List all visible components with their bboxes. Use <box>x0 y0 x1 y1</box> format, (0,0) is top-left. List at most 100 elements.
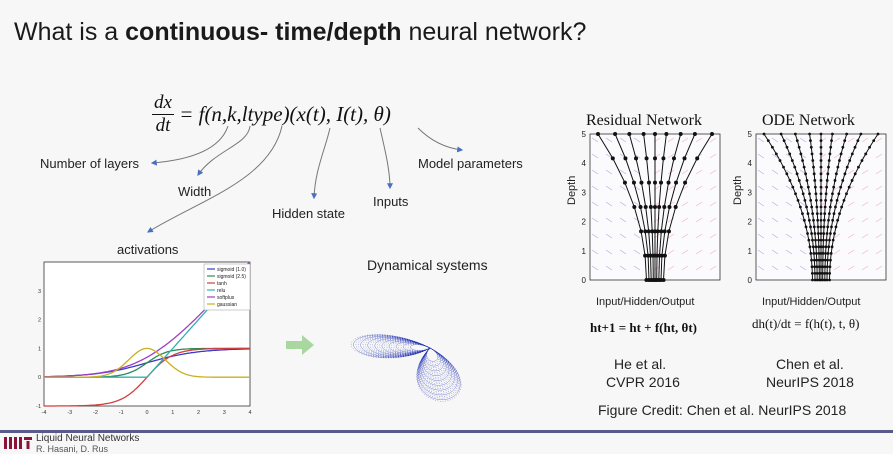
vector-field-arrow <box>785 265 793 271</box>
trajectory-point <box>853 145 857 149</box>
trajectory-point <box>822 225 826 229</box>
trajectory-point <box>829 252 833 255</box>
ode-network-plot: 0 1 2 3 4 5 <box>748 130 887 285</box>
trajectory-point <box>804 225 808 229</box>
figure-credit: Figure Credit: Chen et al. NeurIPS 2018 <box>598 402 847 418</box>
vector-field-arrow <box>785 201 793 207</box>
trajectory-point <box>799 185 803 189</box>
label-dynamical-systems: Dynamical systems <box>367 257 488 273</box>
vector-field-arrow <box>681 137 689 143</box>
trajectory-point <box>650 229 655 234</box>
trajectory-point <box>710 132 714 136</box>
vector-field-arrow <box>619 233 627 239</box>
y-tick-label: 5 <box>748 130 753 139</box>
trajectory-point <box>610 156 615 161</box>
vector-field-arrow <box>757 217 765 223</box>
trajectory-point <box>819 165 823 169</box>
trajectory-point <box>847 185 851 189</box>
trajectory-point <box>814 192 818 196</box>
residual-formula: ht+1 = ht + f(ht, θt) <box>590 320 698 335</box>
vector-field-arrow <box>785 169 793 175</box>
y-tick-label: 4 <box>582 159 587 168</box>
vector-field-arrow <box>709 265 717 271</box>
trajectory-point <box>816 218 820 222</box>
trajectory-point <box>833 179 837 182</box>
trajectory-point <box>682 156 687 161</box>
trajectory-point <box>797 179 801 182</box>
trajectory-point <box>826 172 830 176</box>
trajectory-point <box>845 165 849 169</box>
trajectory-point <box>641 132 646 136</box>
vector-field-arrow <box>695 217 703 223</box>
residual-network-plot: 0 1 2 3 4 5 <box>582 130 721 285</box>
vector-field-arrow <box>633 217 641 223</box>
vector-field-arrow <box>709 185 717 191</box>
vector-field-arrow <box>757 233 765 239</box>
trajectory-point <box>819 132 823 136</box>
trajectory-point <box>622 180 627 185</box>
trajectory-point <box>838 212 841 216</box>
trajectory-point <box>794 192 797 196</box>
vector-field-arrow <box>847 185 855 191</box>
trajectory-point <box>825 185 829 189</box>
vector-field-arrow <box>771 265 779 271</box>
trajectory-point <box>771 145 774 149</box>
trajectory-point <box>678 132 683 136</box>
y-tick-label: 0 <box>582 276 587 285</box>
trajectory-point <box>815 212 819 216</box>
trajectory-point <box>815 265 819 269</box>
vector-field-arrow <box>847 265 855 271</box>
vector-field-arrow <box>799 265 807 271</box>
vector-field-arrow <box>591 201 599 207</box>
vector-field-arrow <box>833 233 841 239</box>
slide-title: What is a continuous- time/depth neural … <box>14 18 586 47</box>
x-tick-label: -4 <box>42 410 47 416</box>
trajectory-point <box>807 218 811 222</box>
vector-field-arrow <box>847 217 855 223</box>
vector-field-arrow <box>757 265 765 271</box>
vector-field-arrow <box>605 249 613 255</box>
vector-field-arrow <box>619 265 627 271</box>
trajectory-point <box>830 139 833 143</box>
trajectory-point <box>831 132 834 136</box>
trajectory-point <box>828 278 831 282</box>
trajectory-point <box>809 145 813 149</box>
trajectory-point <box>643 205 648 209</box>
ode-title: ODE Network <box>762 112 855 129</box>
trajectory-point <box>766 139 770 143</box>
trajectory-point <box>799 152 803 156</box>
trajectory-point <box>828 205 832 209</box>
vector-field-arrow <box>619 201 627 207</box>
x-tick-label: 4 <box>248 410 251 416</box>
trajectory-point <box>653 132 657 136</box>
trajectory-point <box>836 165 840 169</box>
trajectory-point <box>819 139 823 143</box>
vector-field-arrow <box>861 169 869 175</box>
trajectory-point <box>653 156 657 161</box>
vector-field-arrow <box>605 233 613 239</box>
trajectory-point <box>842 198 846 202</box>
vector-field-arrow <box>591 153 599 159</box>
trajectory-point <box>812 225 816 229</box>
vector-field-arrow <box>861 233 869 239</box>
trajectory-point <box>671 156 676 161</box>
trajectory-point <box>661 156 666 161</box>
trajectory-point <box>864 152 868 156</box>
trajectory-point <box>835 198 839 202</box>
vector-field-arrow <box>799 137 807 143</box>
trajectory-point <box>643 253 648 258</box>
label-inputs: Inputs <box>373 194 409 209</box>
vector-field-arrow <box>591 185 599 191</box>
y-tick-label: -1 <box>36 404 41 410</box>
trajectory-point <box>841 179 845 182</box>
vector-field-arrow <box>619 169 627 175</box>
trajectory-point <box>814 238 817 242</box>
residual-xlabel: Input/Hidden/Output <box>596 296 695 308</box>
x-tick-label: 0 <box>145 410 148 416</box>
trajectory-point <box>812 172 816 176</box>
trajectory-point <box>627 132 632 136</box>
vector-field-arrow <box>875 201 883 207</box>
trajectory-point <box>809 252 813 255</box>
footer-authors: R. Hasani, D. Rus <box>36 444 109 454</box>
trajectory-point <box>827 245 831 249</box>
